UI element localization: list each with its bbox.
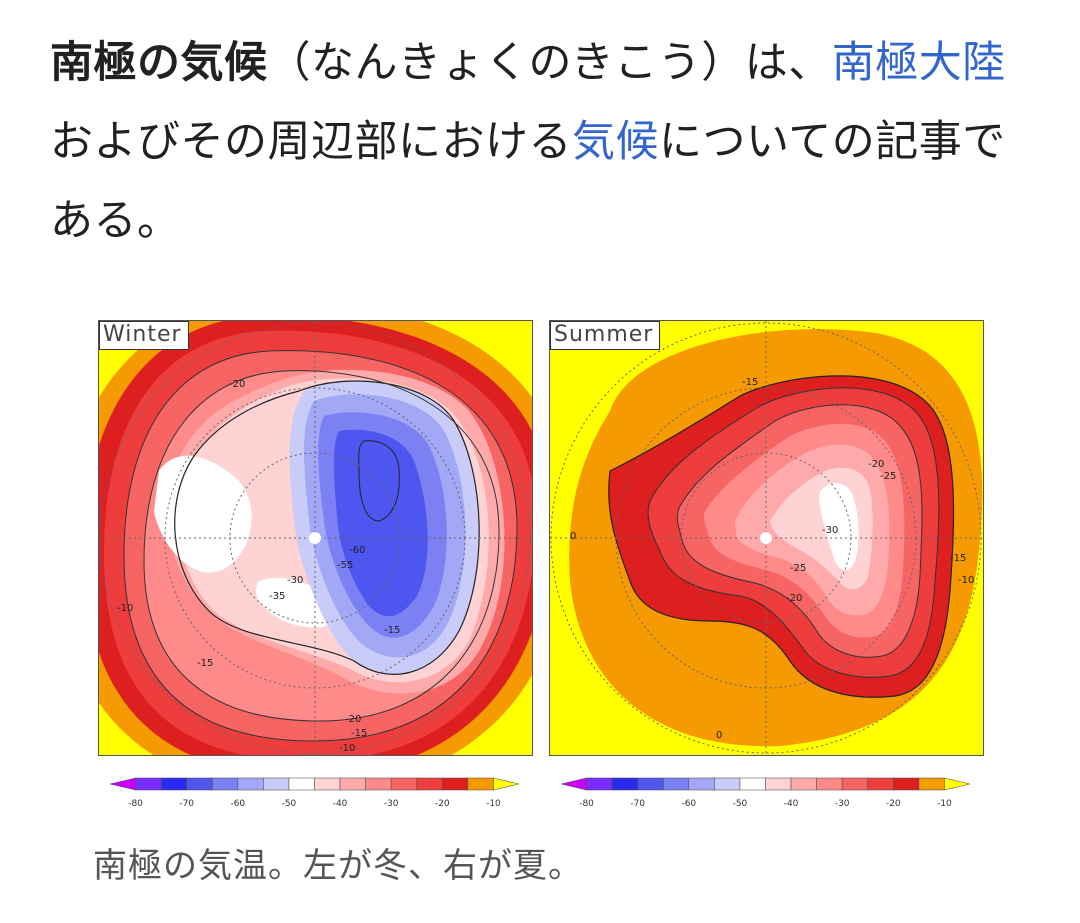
- colorbar-swatch: [186, 777, 213, 791]
- colorbar-swatch: [390, 777, 418, 791]
- colorbar-tick-label: -60: [230, 799, 245, 809]
- summer-contour-label: -15: [742, 377, 758, 388]
- colorbar-swatch: [637, 777, 664, 791]
- winter-temperature-map: -20 -15 -10 -15 -20 -30 -35 -55 -60 -10 …: [98, 320, 533, 756]
- colorbar-swatch: [688, 777, 715, 791]
- summer-temperature-map: -15 -20 -25 -30 -25 -20 -15 -10 0 0 Summ…: [549, 320, 984, 756]
- colorbar-swatch: [586, 777, 613, 791]
- summer-contour-label: -30: [822, 525, 838, 536]
- summer-label: Summer: [550, 321, 661, 350]
- term-reading: （なんきょくのきこう）は、: [267, 38, 832, 88]
- winter-contour-label: -35: [269, 591, 285, 602]
- colorbar-tick-label: -70: [179, 799, 194, 809]
- colorbar-swatch: [739, 777, 766, 791]
- summer-contour-label: -25: [790, 563, 806, 574]
- summer-map-graphic: -15 -20 -25 -30 -25 -20 -15 -10 0 0: [550, 321, 983, 755]
- colorbar-swatch: [339, 777, 366, 791]
- colorbar-tick-label: -80: [579, 799, 594, 809]
- colorbar-swatch: [109, 777, 136, 791]
- winter-contour-label: -30: [287, 575, 303, 586]
- winter-contour-label: -15: [197, 658, 213, 669]
- colorbar-swatch: [493, 777, 520, 791]
- colorbar-tick-label: -30: [835, 799, 850, 809]
- winter-contour-label: -20: [345, 714, 361, 725]
- winter-contour-label: -55: [337, 560, 353, 571]
- colorbar-swatch: [288, 777, 315, 791]
- link-antarctica[interactable]: 南極大陸: [831, 38, 1006, 88]
- summer-contour-label: -20: [868, 459, 884, 470]
- colorbar-tick-label: -10: [937, 799, 952, 809]
- summer-colorbar: -80-70-60-50-40-30-20-100 ℃: [560, 777, 971, 809]
- winter-map-graphic: -20 -15 -10 -15 -20 -30 -35 -55 -60 -10 …: [99, 321, 532, 755]
- colorbar-swatch: [211, 777, 239, 791]
- colorbar-tick-label: -10: [486, 799, 501, 809]
- colorbar-tick-label: -40: [333, 799, 348, 809]
- colorbar-swatch: [944, 777, 971, 791]
- colorbar-swatch: [135, 777, 162, 791]
- colorbar-swatch: [662, 777, 690, 791]
- summer-contour-label: -20: [786, 593, 802, 604]
- article-intro: 南極の気候（なんきょくのきこう）は、南極大陸およびその周辺部における気候について…: [50, 24, 1030, 261]
- colorbar-swatch: [160, 777, 187, 791]
- colorbar-tick-label: -70: [630, 799, 645, 809]
- colorbar-tick-label: -80: [128, 799, 143, 809]
- winter-contour-label: -10: [117, 603, 133, 614]
- summer-contour-label: -15: [950, 553, 966, 564]
- colorbar-swatch: [416, 777, 443, 791]
- winter-label: Winter: [99, 321, 189, 350]
- colorbar-swatch: [314, 777, 341, 791]
- colorbar-tick-label: -30: [384, 799, 399, 809]
- colorbar-tick-label: -40: [784, 799, 799, 809]
- winter-contour-label: -10: [339, 743, 355, 754]
- winter-contour-label: -15: [384, 625, 400, 636]
- colorbar-tick-label: -50: [282, 799, 297, 809]
- summer-contour-label: 0: [716, 730, 722, 741]
- colorbar-swatch: [867, 777, 894, 791]
- colorbar-tick-label: -20: [886, 799, 901, 809]
- summer-contour-label: -10: [958, 575, 974, 586]
- winter-contour-label: -15: [351, 728, 367, 739]
- colorbar-swatch: [560, 777, 587, 791]
- colorbar-swatch: [790, 777, 817, 791]
- colorbar-swatch: [893, 777, 920, 791]
- winter-contour-label: -20: [229, 379, 245, 390]
- colorbar-swatch: [263, 777, 290, 791]
- colorbar-swatch: [918, 777, 945, 791]
- colorbar-swatch: [365, 777, 392, 791]
- colorbar-tick-label: -50: [733, 799, 748, 809]
- winter-contour-label: -60: [349, 545, 365, 556]
- colorbar-tick-label: -20: [435, 799, 450, 809]
- colorbar-swatch: [467, 777, 494, 791]
- link-climate[interactable]: 気候: [572, 117, 659, 167]
- colorbar-swatch: [765, 777, 792, 791]
- winter-colorbar: -80-70-60-50-40-30-20-100 ℃: [109, 777, 520, 809]
- temperature-figure[interactable]: -20 -15 -10 -15 -20 -30 -35 -55 -60 -10 …: [98, 320, 984, 810]
- intro-text-2: およびその周辺部における: [50, 117, 572, 167]
- summer-contour-label: 0: [570, 531, 576, 542]
- article-term: 南極の気候: [50, 38, 268, 88]
- intro-text-3: についての記事である。: [50, 117, 1006, 246]
- colorbar-tick-label: -60: [681, 799, 696, 809]
- colorbar-swatch: [841, 777, 869, 791]
- colorbar-swatch: [237, 777, 264, 791]
- summer-contour-label: -25: [880, 471, 896, 482]
- figure-caption: 南極の気温。左が冬、右が夏。: [93, 846, 583, 886]
- colorbar-swatch: [442, 777, 469, 791]
- colorbar-swatch: [611, 777, 638, 791]
- colorbar-swatch: [816, 777, 843, 791]
- colorbar-swatch: [714, 777, 741, 791]
